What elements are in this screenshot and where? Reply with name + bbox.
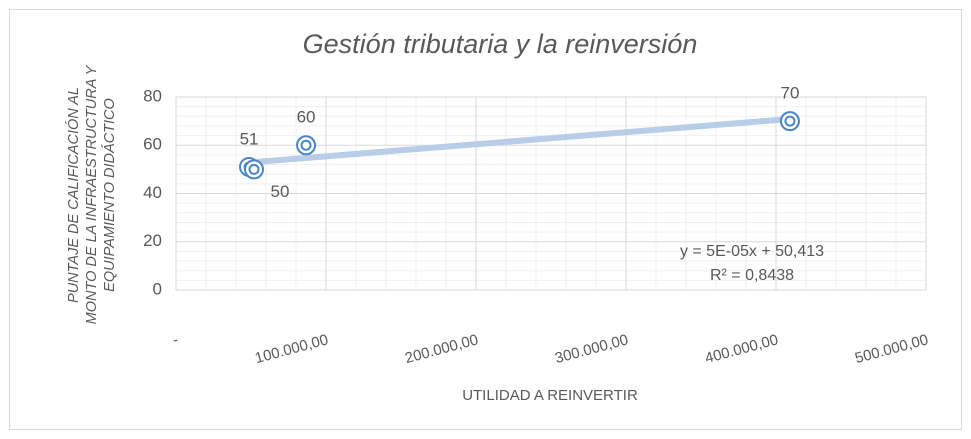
y-tick-label: 20 xyxy=(143,231,162,250)
y-tick-label: 40 xyxy=(143,183,162,202)
x-axis-title: UTILIDAD A REINVERTIR xyxy=(462,387,638,404)
x-tick-label: - xyxy=(171,331,180,349)
y-tick-label: 80 xyxy=(143,86,162,105)
y-axis-title-line: PUNTAJE DE CALIFICACIÓN AL xyxy=(65,87,82,303)
y-axis-title: PUNTAJE DE CALIFICACIÓN AL MONTO DE LA I… xyxy=(65,64,118,324)
marker-outer xyxy=(244,159,264,180)
trendline xyxy=(246,116,793,166)
marker xyxy=(296,135,317,156)
y-tick-label: 0 xyxy=(153,279,162,298)
data-label: 51 xyxy=(240,129,259,148)
data-label: 50 xyxy=(271,182,290,201)
marker-inner xyxy=(300,139,312,151)
data-label: 70 xyxy=(780,84,799,103)
marker xyxy=(244,159,264,180)
marker-inner xyxy=(784,115,796,127)
chart-title: Gestión tributaria y la reinversión xyxy=(303,29,698,59)
marker-outer xyxy=(296,135,317,156)
trendline-r2: R² = 0,8438 xyxy=(710,267,794,284)
y-axis-title-line: MONTO DE LA INFRAESTRUCTURA Y xyxy=(84,64,100,324)
marker xyxy=(779,111,800,132)
trendline-equation: y = 5E-05x + 50,413 xyxy=(680,243,824,260)
data-label: 60 xyxy=(297,108,316,127)
marker-inner xyxy=(248,163,260,175)
y-axis-title-line: EQUIPAMIENTO DIDÁCTICO xyxy=(101,98,118,292)
marker-outer xyxy=(779,111,800,132)
y-tick-label: 60 xyxy=(143,135,162,154)
chart-border xyxy=(9,9,962,430)
